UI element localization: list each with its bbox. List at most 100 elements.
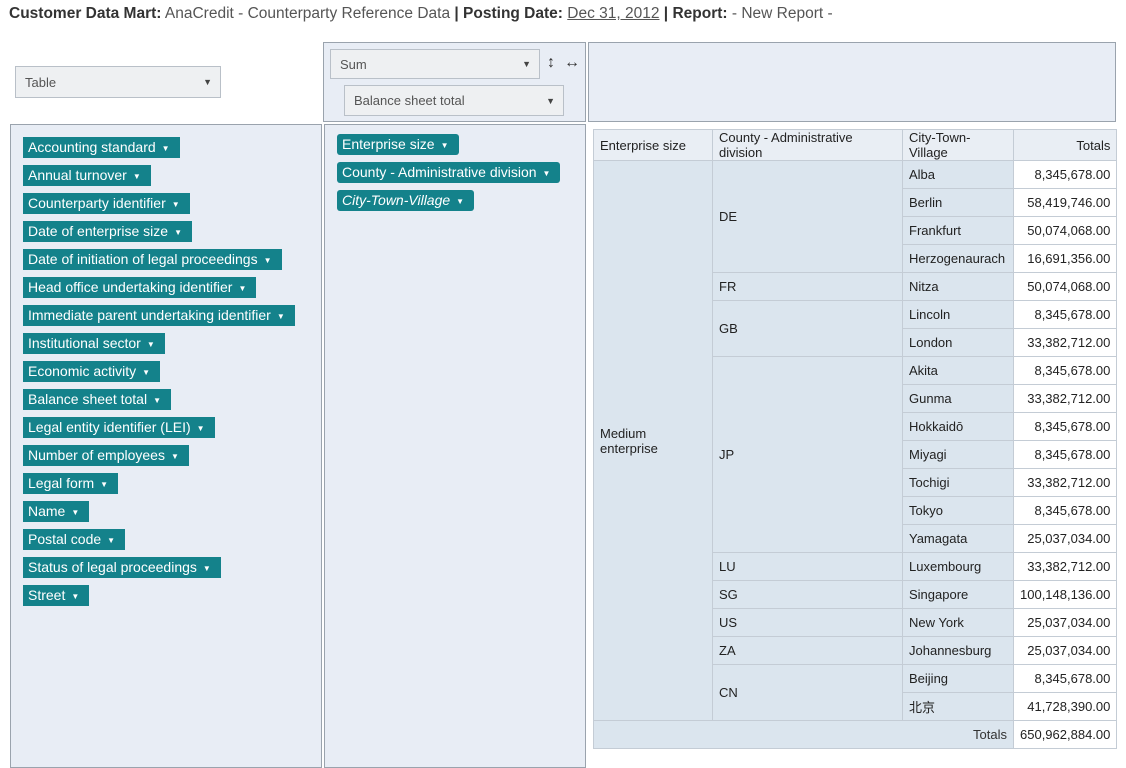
city-cell: Yamagata xyxy=(902,524,1014,553)
city-cell: Tochigi xyxy=(902,468,1014,497)
field-pill[interactable]: Economic activity ▼ xyxy=(23,361,161,382)
total-cell: 8,345,678.00 xyxy=(1012,496,1118,525)
field-pill[interactable]: Immediate parent undertaking identifier ▼ xyxy=(23,305,295,326)
field-pill-label: Legal form xyxy=(28,475,95,491)
city-cell: Akita xyxy=(902,356,1014,385)
city-cell: New York xyxy=(902,608,1014,637)
field-pill[interactable]: Status of legal proceedings ▼ xyxy=(23,557,221,578)
county-cell: SG xyxy=(712,580,903,609)
field-pill[interactable]: Postal code ▼ xyxy=(23,529,126,550)
field-pill-label: Name xyxy=(28,503,66,519)
caret-down-icon[interactable]: ▼ xyxy=(142,368,151,377)
row-field-pill[interactable]: County - Administrative division ▼ xyxy=(337,162,561,183)
total-cell: 33,382,712.00 xyxy=(1012,552,1118,581)
caret-down-icon[interactable]: ▼ xyxy=(263,256,272,265)
posting-date-label: Posting Date: xyxy=(463,5,563,22)
total-cell: 100,148,136.00 xyxy=(1012,580,1118,609)
caret-down-icon[interactable]: ▼ xyxy=(542,169,551,178)
field-pill[interactable]: Legal form ▼ xyxy=(23,473,119,494)
field-row: Legal form ▼ xyxy=(23,473,295,501)
table-row: Gunma 33,382,712.00 xyxy=(594,384,1118,413)
field-pill[interactable]: Street ▼ xyxy=(23,585,90,606)
field-pill[interactable]: Legal entity identifier (LEI) ▼ xyxy=(23,417,215,438)
field-row: Name ▼ xyxy=(23,501,295,529)
caret-down-icon[interactable]: ▼ xyxy=(276,312,285,321)
county-cell: ZA xyxy=(712,636,903,665)
available-fields-list: Accounting standard ▼ Annual turnover ▼ Coun… xyxy=(23,137,295,613)
caret-down-icon[interactable]: ▼ xyxy=(440,141,449,150)
table-row: FR Nitza 50,074,068.00 xyxy=(594,272,1118,301)
city-cell: Alba xyxy=(902,160,1014,189)
field-pill-label: Accounting standard xyxy=(28,139,156,155)
field-pill[interactable]: Accounting standard ▼ xyxy=(23,137,180,158)
renderer-select[interactable]: Table ▼ xyxy=(15,66,221,98)
row-field-pill-label: County - Administrative division xyxy=(342,164,537,180)
caret-down-icon[interactable]: ▼ xyxy=(161,144,170,153)
caret-down-icon[interactable]: ▼ xyxy=(100,480,109,489)
field-row: Annual turnover ▼ xyxy=(23,165,295,193)
caret-down-icon[interactable]: ▼ xyxy=(146,340,155,349)
grand-total-label: Totals xyxy=(593,720,1014,749)
field-pill[interactable]: Date of initiation of legal proceedings ▼ xyxy=(23,249,282,270)
field-pill[interactable]: Name ▼ xyxy=(23,501,90,522)
posting-date-link[interactable]: Dec 31, 2012 xyxy=(567,5,660,22)
field-pill[interactable]: Balance sheet total ▼ xyxy=(23,389,172,410)
city-cell: Luxembourg xyxy=(902,552,1014,581)
total-cell: 41,728,390.00 xyxy=(1012,692,1118,721)
caret-down-icon[interactable]: ▼ xyxy=(171,200,180,209)
total-cell: 8,345,678.00 xyxy=(1012,356,1118,385)
total-cell: 33,382,712.00 xyxy=(1012,328,1118,357)
header-county[interactable]: County - Administrative division xyxy=(712,129,903,161)
caret-down-icon[interactable]: ▼ xyxy=(71,508,80,517)
report-value: - New Report - xyxy=(731,5,833,22)
field-pill-label: Economic activity xyxy=(28,363,137,379)
row-field-pill[interactable]: Enterprise size ▼ xyxy=(337,134,459,155)
table-row: Medium enterprise DE Alba 8,345,678.00 xyxy=(593,160,1118,721)
field-row: Accounting standard ▼ xyxy=(23,137,295,165)
caret-down-icon[interactable]: ▼ xyxy=(174,228,182,237)
caret-down-icon[interactable]: ▼ xyxy=(153,396,162,405)
column-fields-area[interactable] xyxy=(588,42,1116,122)
caret-down-icon[interactable]: ▼ xyxy=(202,564,211,573)
total-cell: 25,037,034.00 xyxy=(1012,524,1118,553)
total-cell: 16,691,356.00 xyxy=(1012,244,1118,273)
field-row: Number of employees ▼ xyxy=(23,445,295,473)
city-cell: Singapore xyxy=(902,580,1014,609)
caret-down-icon[interactable]: ▼ xyxy=(170,452,179,461)
row-field-pill-label: City-Town-Village xyxy=(342,192,451,208)
field-pill-label: Date of enterprise size xyxy=(28,223,169,239)
caret-down-icon[interactable]: ▼ xyxy=(132,172,141,181)
field-pill[interactable]: Date of enterprise size ▼ xyxy=(23,221,192,242)
field-pill[interactable]: Head office undertaking identifier ▼ xyxy=(23,277,257,298)
city-cell: 北京 xyxy=(902,692,1014,721)
header-city[interactable]: City-Town-Village xyxy=(902,129,1014,161)
horizontal-arrows-icon[interactable]: ↔ xyxy=(564,54,580,71)
row-field-pill[interactable]: City-Town-Village ▼ xyxy=(337,190,475,211)
field-pill[interactable]: Annual turnover ▼ xyxy=(23,165,151,186)
field-row: Balance sheet total ▼ xyxy=(23,389,295,417)
vertical-arrows-icon[interactable]: ↕ xyxy=(547,54,555,71)
field-pill-label: Immediate parent undertaking identifier xyxy=(28,307,271,323)
pivot-table: Enterprise size County - Administrative … xyxy=(593,129,1118,749)
enterprise-size-cell: Medium enterprise xyxy=(593,160,713,721)
field-pill[interactable]: Counterparty identifier ▼ xyxy=(23,193,190,214)
total-cell: 50,074,068.00 xyxy=(1012,272,1118,301)
city-cell: Nitza xyxy=(902,272,1014,301)
field-pill[interactable]: Institutional sector ▼ xyxy=(23,333,165,354)
header-enterprise-size[interactable]: Enterprise size xyxy=(593,129,713,161)
field-row: Date of enterprise size ▼ xyxy=(23,221,295,249)
field-pill-label: Balance sheet total xyxy=(28,391,148,407)
field-row: Postal code ▼ xyxy=(23,529,295,557)
aggregator-select[interactable]: Sum ▼ xyxy=(330,49,540,79)
caret-down-icon[interactable]: ▼ xyxy=(196,424,205,433)
field-pill[interactable]: Number of employees ▼ xyxy=(23,445,189,466)
mart-value: AnaCredit - Counterparty Reference Data xyxy=(164,5,451,22)
caret-down-icon[interactable]: ▼ xyxy=(238,284,247,293)
row-fields-panel: Enterprise size ▼ County - Administrative … xyxy=(324,124,586,768)
field-pill-label: Postal code xyxy=(28,531,102,547)
report-header: Customer Data Mart: AnaCredit - Counterp… xyxy=(9,5,833,23)
caret-down-icon[interactable]: ▼ xyxy=(456,197,465,206)
caret-down-icon[interactable]: ▼ xyxy=(71,592,80,601)
caret-down-icon[interactable]: ▼ xyxy=(107,536,116,545)
value-field-select[interactable]: Balance sheet total ▼ xyxy=(344,85,564,116)
